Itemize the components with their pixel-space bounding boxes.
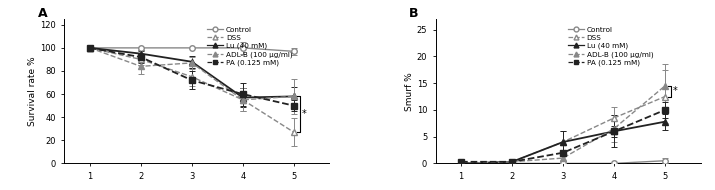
Text: B: B — [409, 7, 418, 21]
Legend: Control, DSS, Lu (40 mM), ADL-B (100 μg/ml), PA (0.125 mM): Control, DSS, Lu (40 mM), ADL-B (100 μg/… — [206, 25, 294, 67]
Y-axis label: Survival rate %: Survival rate % — [29, 56, 37, 126]
Text: *: * — [302, 109, 307, 119]
Text: A: A — [38, 7, 47, 21]
Legend: Control, DSS, Lu (40 mM), ADL-B (100 μg/ml), PA (0.125 mM): Control, DSS, Lu (40 mM), ADL-B (100 μg/… — [566, 25, 655, 67]
Text: *: * — [673, 86, 678, 96]
Y-axis label: Smurf %: Smurf % — [405, 72, 414, 111]
